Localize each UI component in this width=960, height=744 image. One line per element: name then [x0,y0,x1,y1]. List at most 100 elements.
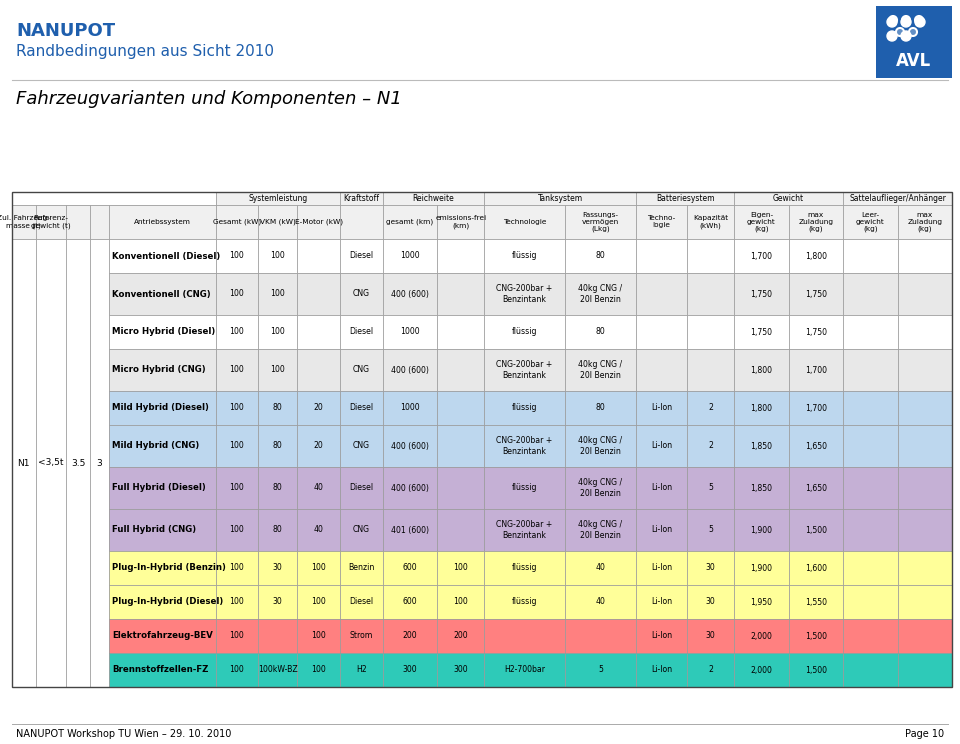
Bar [382,551,437,585]
Bar [12,192,952,687]
Bar [216,551,258,585]
Bar [382,349,437,391]
Text: 100: 100 [271,327,285,336]
Text: 100: 100 [311,632,326,641]
Bar [437,273,485,315]
Bar [382,425,437,467]
Bar [564,205,636,239]
Bar [258,315,298,349]
Bar [636,205,686,239]
Bar [258,273,298,315]
Text: Tanksystem: Tanksystem [538,194,583,203]
Text: CNG-200bar +
Benzintank: CNG-200bar + Benzintank [496,360,553,379]
Text: 3: 3 [97,458,103,467]
Bar [564,551,636,585]
Text: Diesel: Diesel [349,327,373,336]
Bar [109,315,216,349]
Bar [216,467,258,509]
Bar [686,619,734,653]
Bar [843,585,898,619]
Text: 400 (600): 400 (600) [391,289,429,298]
Text: 100: 100 [271,251,285,260]
Bar [109,509,216,551]
Bar [636,391,686,425]
Text: Li-Ion: Li-Ion [651,665,672,675]
Text: Kapazität
(kWh): Kapazität (kWh) [693,215,728,228]
Bar [788,585,843,619]
Bar [258,585,298,619]
Text: 1,750: 1,750 [751,289,773,298]
Text: 1000: 1000 [400,403,420,412]
Text: 300: 300 [453,665,468,675]
Text: flüssig: flüssig [512,484,538,493]
Bar [216,653,258,687]
Text: 2,000: 2,000 [751,632,773,641]
Bar [437,425,485,467]
Bar [485,551,564,585]
Text: flüssig: flüssig [512,403,538,412]
Circle shape [901,31,911,41]
Text: 1000: 1000 [400,327,420,336]
Text: Full Hybrid (CNG): Full Hybrid (CNG) [112,525,196,534]
Text: 300: 300 [402,665,417,675]
Text: CNG-200bar +
Benzintank: CNG-200bar + Benzintank [496,436,553,455]
Bar [843,315,898,349]
Text: 40: 40 [314,484,324,493]
Text: Li-Ion: Li-Ion [651,525,672,534]
Bar [564,467,636,509]
Text: 1,550: 1,550 [804,597,827,606]
Bar [788,391,843,425]
Bar [216,239,258,273]
Text: 40kg CNG /
20l Benzin: 40kg CNG / 20l Benzin [578,478,622,498]
Bar [382,239,437,273]
Bar [564,391,636,425]
Text: Batteriesystem: Batteriesystem [656,194,714,203]
Text: 40: 40 [314,525,324,534]
Text: NANUPOT: NANUPOT [16,22,115,40]
Bar [734,391,788,425]
Text: 1,850: 1,850 [751,441,773,451]
Bar [109,391,216,425]
Bar [109,239,216,273]
Bar [485,467,564,509]
Text: Diesel: Diesel [349,251,373,260]
Text: E-Motor (kW): E-Motor (kW) [295,219,343,225]
Bar [485,273,564,315]
Bar [216,273,258,315]
Bar [437,467,485,509]
Text: AVL: AVL [897,52,931,70]
Bar [564,315,636,349]
Text: 600: 600 [402,597,417,606]
Text: 80: 80 [595,403,605,412]
Bar [898,273,952,315]
Bar [636,239,686,273]
Bar [788,619,843,653]
Text: 80: 80 [273,484,282,493]
Text: 1,750: 1,750 [804,289,827,298]
Text: Antriebssystem: Antriebssystem [133,219,191,225]
Text: Strom: Strom [349,632,372,641]
Text: Li-Ion: Li-Ion [651,597,672,606]
Text: Systemleistung: Systemleistung [248,194,307,203]
Text: 80: 80 [595,327,605,336]
Bar [686,585,734,619]
Text: Konventionell (Diesel): Konventionell (Diesel) [112,251,221,260]
Text: 2,000: 2,000 [751,665,773,675]
Circle shape [910,29,916,35]
Text: Mild Hybrid (Diesel): Mild Hybrid (Diesel) [112,403,209,412]
Text: Plug-In-Hybrid (Diesel): Plug-In-Hybrid (Diesel) [112,597,224,606]
Bar [564,239,636,273]
Bar [636,585,686,619]
Text: 1,800: 1,800 [751,403,773,412]
Text: 100: 100 [229,665,244,675]
Bar [437,315,485,349]
Text: max
Zuladung
(kg): max Zuladung (kg) [907,212,943,232]
Text: 30: 30 [706,632,715,641]
Bar [258,653,298,687]
Text: 100: 100 [229,525,244,534]
Text: Sattelauflieger/Anhänger: Sattelauflieger/Anhänger [849,194,946,203]
Bar [437,653,485,687]
Text: Li-Ion: Li-Ion [651,484,672,493]
Bar [340,653,382,687]
Text: Kraftstoff: Kraftstoff [344,194,379,203]
